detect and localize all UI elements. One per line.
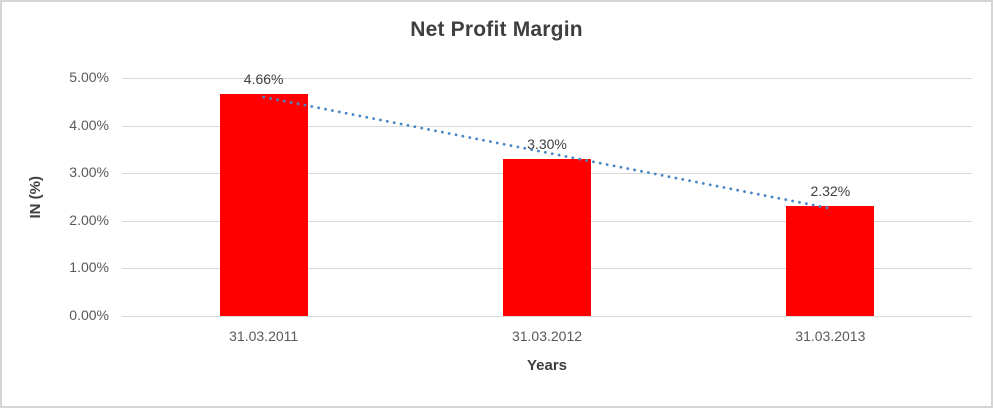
- bar-31.03.2013: [786, 205, 875, 316]
- y-tick-label: 2.00%: [69, 211, 109, 228]
- x-axis-title: Years: [526, 357, 568, 374]
- bar-value-label: 4.66%: [243, 71, 284, 88]
- y-tick-label: 4.00%: [69, 116, 109, 133]
- plot-area: 4.66% 3.30% 2.32%: [122, 71, 972, 317]
- y-tick-label: 3.00%: [69, 164, 109, 181]
- x-tick-label: 31.03.2013: [795, 328, 866, 344]
- x-tick-label: 31.03.2011: [229, 328, 299, 344]
- bar-value-label: 2.32%: [810, 182, 851, 199]
- chart-title: Net Profit Margin: [410, 18, 583, 41]
- y-axis-title: IN (%): [24, 78, 46, 316]
- bar-31.03.2011: [219, 94, 308, 316]
- y-tick-label: 1.00%: [69, 259, 109, 276]
- gridline: [122, 316, 972, 317]
- bar-31.03.2012: [503, 158, 591, 316]
- y-tick-label: 0.00%: [69, 307, 109, 323]
- x-tick-label: 31.03.2012: [511, 328, 583, 344]
- y-tick-label: 5.00%: [69, 69, 109, 85]
- gridline: [122, 78, 972, 79]
- bar-value-label: 3.30%: [527, 135, 567, 152]
